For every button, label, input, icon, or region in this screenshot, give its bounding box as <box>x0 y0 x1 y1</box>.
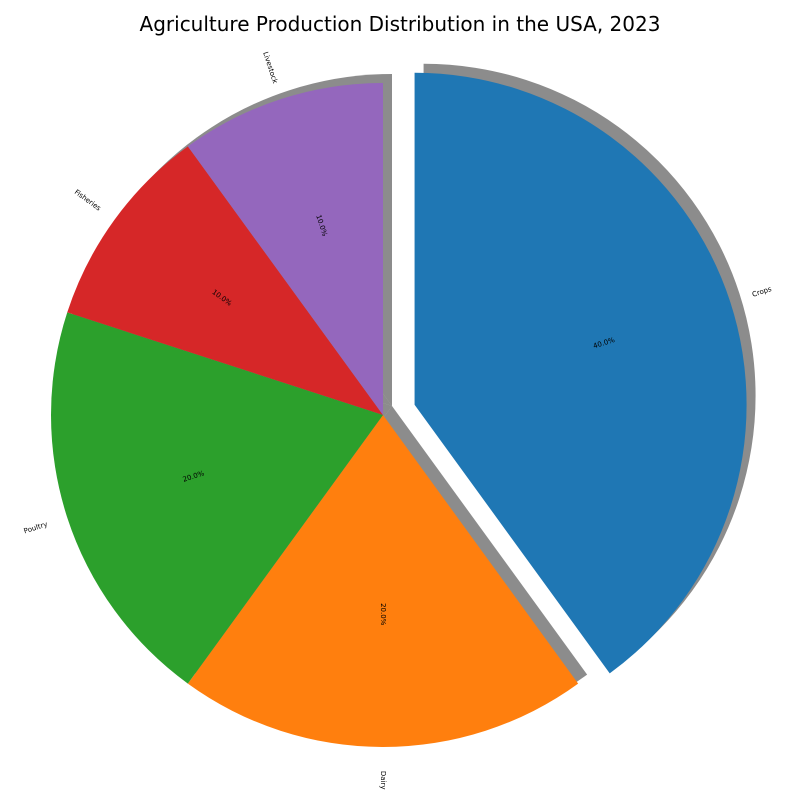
slice-crops <box>414 72 747 674</box>
slice-livestock <box>187 83 383 415</box>
slice-percent-dairy: 20.0% <box>379 603 387 626</box>
slice-label-dairy: Dairy <box>379 771 387 790</box>
slice-label-crops: Crops <box>751 285 773 299</box>
slice-poultry <box>50 312 383 684</box>
slice-fisheries <box>67 146 383 415</box>
slice-layer <box>50 72 747 747</box>
slice-dairy <box>187 415 579 747</box>
chart-title: Agriculture Production Distribution in t… <box>139 12 661 36</box>
slice-label-fisheries: Fisheries <box>73 188 103 213</box>
slice-label-poultry: Poultry <box>23 520 49 535</box>
slice-label-livestock: Livestock <box>261 51 279 86</box>
